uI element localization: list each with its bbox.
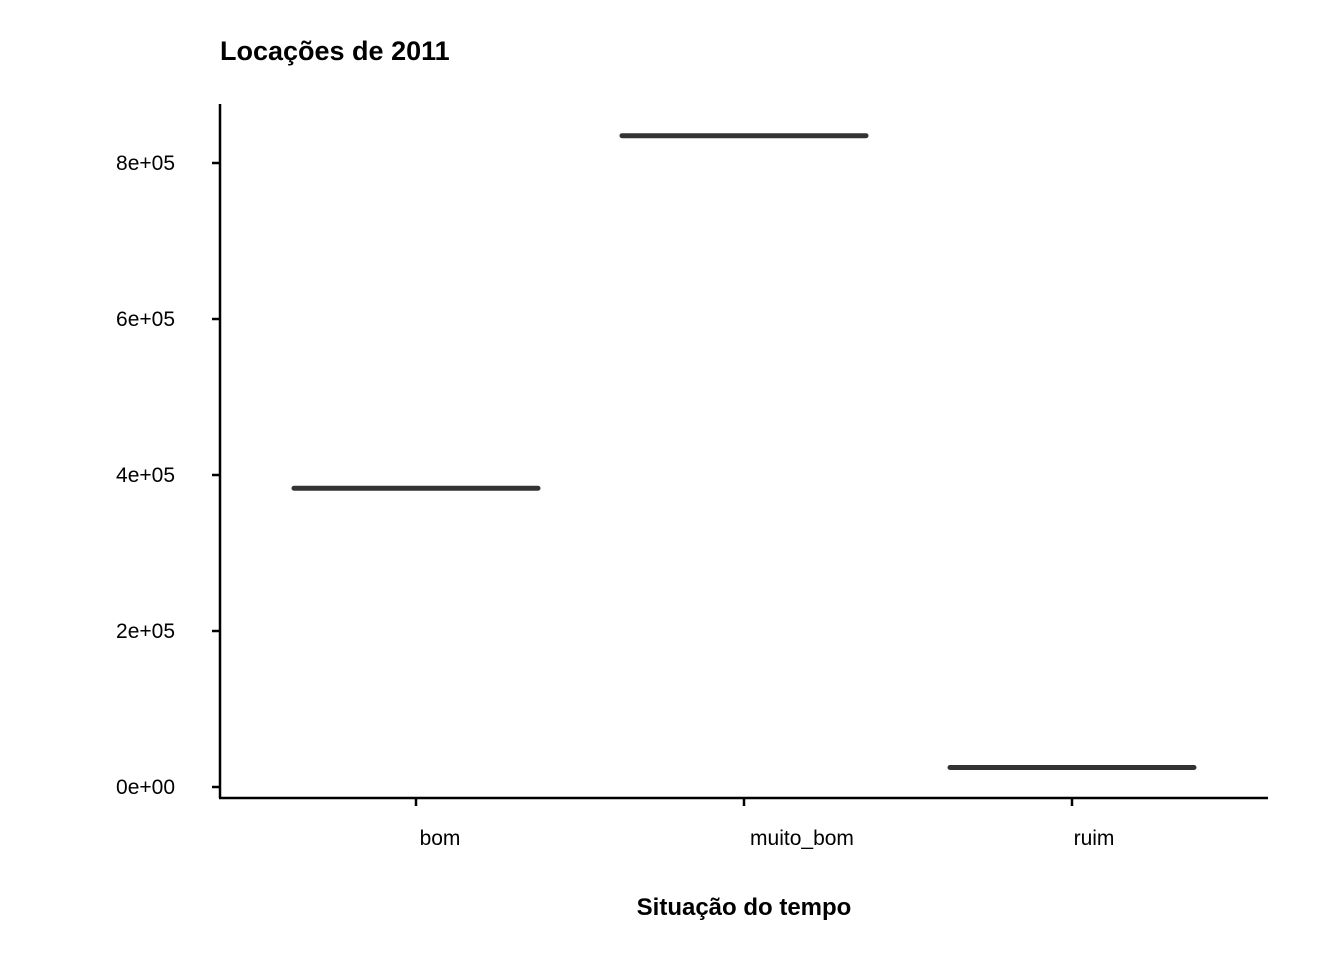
x-axis-title: Situação do tempo (637, 894, 852, 921)
x-tick-label: muito_bom (750, 827, 854, 850)
x-tick-label: bom (420, 827, 461, 850)
y-axis: 0e+00 2e+05 4e+05 6e+05 8e+05 (116, 104, 222, 799)
chart-title: Locações de 2011 (220, 36, 450, 66)
x-tick-label: ruim (1074, 827, 1115, 850)
y-tick-label: 2e+05 (116, 620, 175, 643)
y-tick-label: 6e+05 (116, 308, 175, 331)
y-tick-label: 4e+05 (116, 464, 175, 487)
y-tick-label: 8e+05 (116, 152, 175, 175)
x-axis: bom muito_bom ruim (219, 796, 1268, 850)
y-tick-label: 0e+00 (116, 776, 175, 799)
data-marks (291, 133, 1197, 770)
